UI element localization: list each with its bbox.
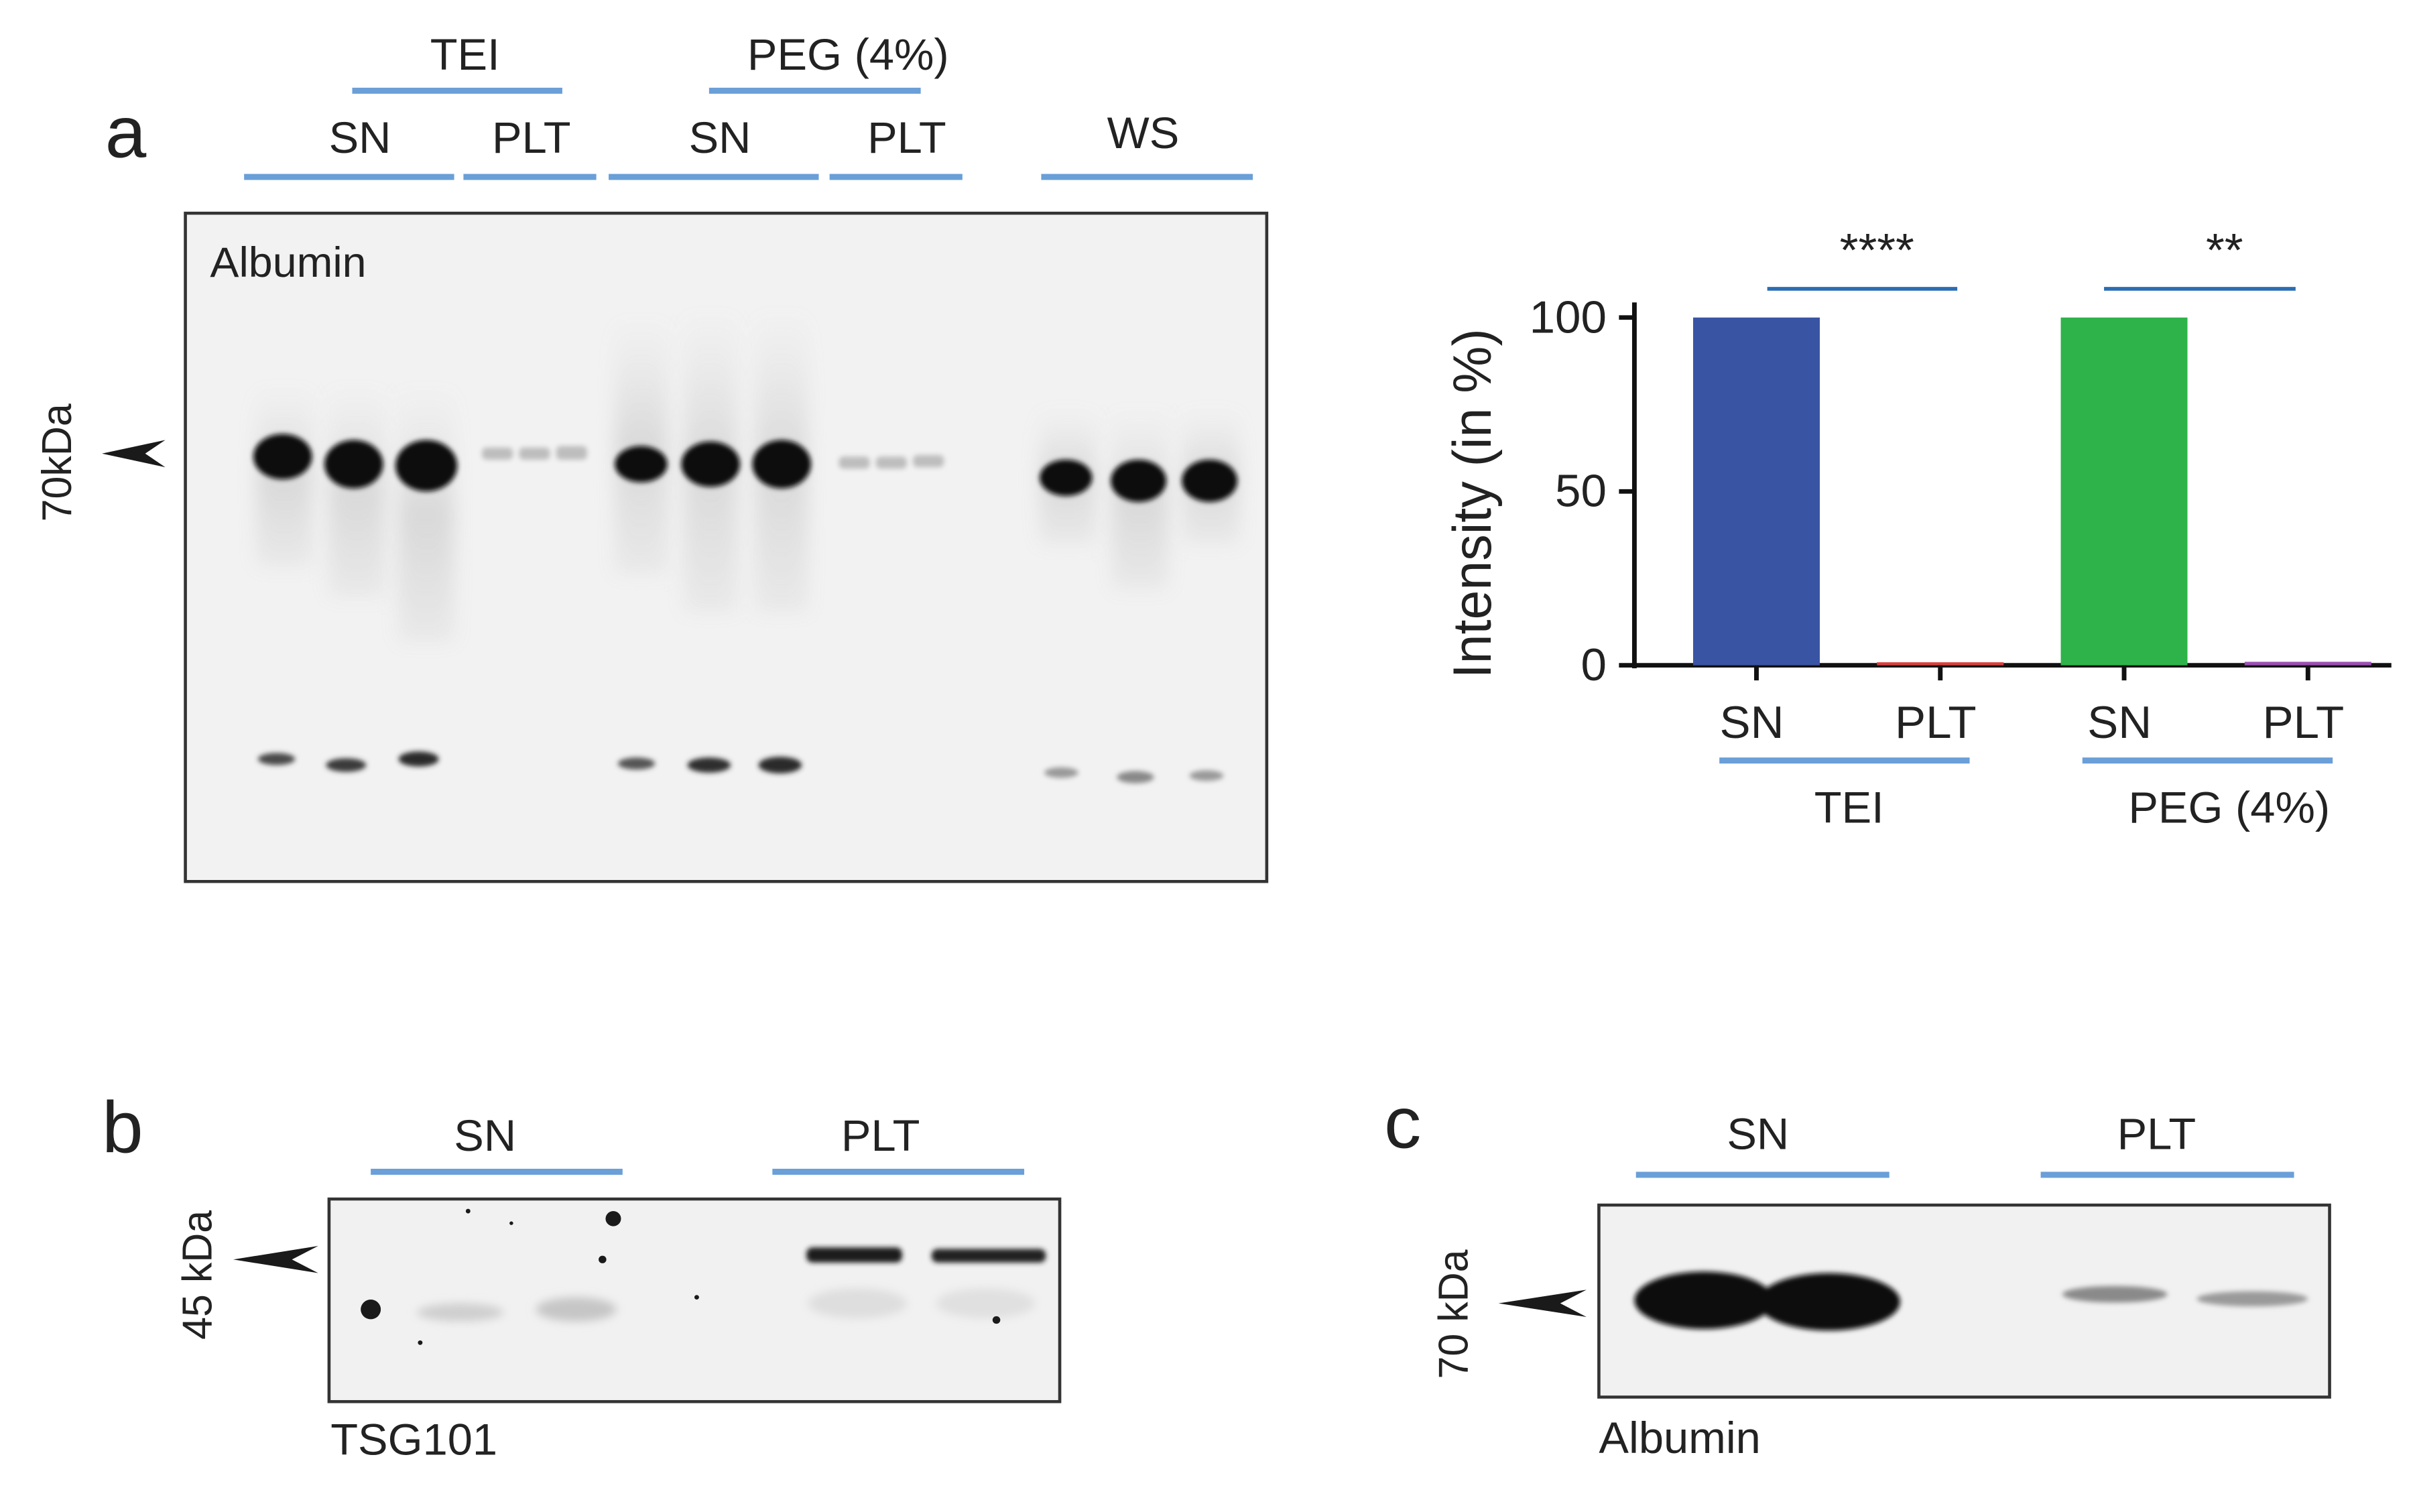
marker-label-b: 45 kDa [174,1210,221,1340]
group-label-peg: PEG (4%) [747,30,949,79]
y-tick-label: 50 [1555,466,1607,516]
blot-label-b: TSG101 [330,1415,497,1464]
group-label-tei: TEI [430,30,500,79]
panel-b: b SN PLT 45 kDa [102,1087,1062,1464]
marker-label-a: 70kDa [34,403,80,522]
lane-label-c-plt: PLT [2117,1110,2197,1159]
lane-label-c-sn: SN [1727,1110,1789,1159]
blot-c [1597,1203,2331,1399]
bar-4 [2244,662,2371,666]
bars [1692,317,2371,666]
y-tick-label: 100 [1530,292,1607,342]
significance-tei: **** [1840,224,1914,276]
arrowhead-icon [233,1245,318,1273]
blot-a: Albumin [184,211,1269,883]
y-tick-label: 0 [1581,640,1606,690]
lane-label-1: SN [329,113,391,162]
x-category-label: PLT [2263,698,2345,748]
panel-c-letter: c [1384,1082,1421,1163]
bar-2 [1877,662,2004,666]
arrowhead-icon [1498,1289,1587,1317]
lane-label-b-sn: SN [454,1111,516,1160]
plt-faint-bands [482,446,944,469]
panel-a: a TEI PEG (4%) SN PLT SN PLT WS 70kDa Al… [34,30,1269,883]
lane-label-4: PLT [867,113,946,162]
significance-peg: ** [2206,224,2243,276]
lower-bands [257,751,1224,783]
blot-label-c: Albumin [1599,1414,1760,1463]
lane-label-2: PLT [492,113,571,162]
y-axis-label: Intensity (in %) [1442,328,1502,678]
marker-label-c: 70 kDa [1430,1249,1477,1379]
lane-label-b-plt: PLT [841,1111,920,1160]
albumin-bands-c [1634,1271,2308,1331]
tsg101-bands [806,1247,1046,1263]
blot-b [327,1197,1062,1403]
x-category-label: PLT [1895,698,1977,748]
lane-label-5: WS [1107,109,1180,158]
x-category-label: SN [1720,698,1784,748]
x-category-label: SN [2087,698,2152,748]
albumin-bands [253,434,1238,502]
bar-3 [2060,317,2188,666]
y-ticks: 0 50 100 [1530,292,1635,690]
chart-group-label-peg: PEG (4%) [2128,783,2330,832]
arrowhead-icon [102,440,166,468]
chart-group-label-tei: TEI [1814,783,1884,832]
lane-label-3: SN [689,113,751,162]
panel-b-letter: b [102,1087,143,1168]
dust-spots [361,1208,1001,1345]
panel-c: c SN PLT 70 kDa Albumin [1384,1082,2331,1463]
x-category-labels: SN PLT SN PLT [1720,665,2345,748]
bar-1 [1692,317,1820,666]
panel-a-letter: a [105,92,147,174]
blot-label-a: Albumin [210,238,366,286]
